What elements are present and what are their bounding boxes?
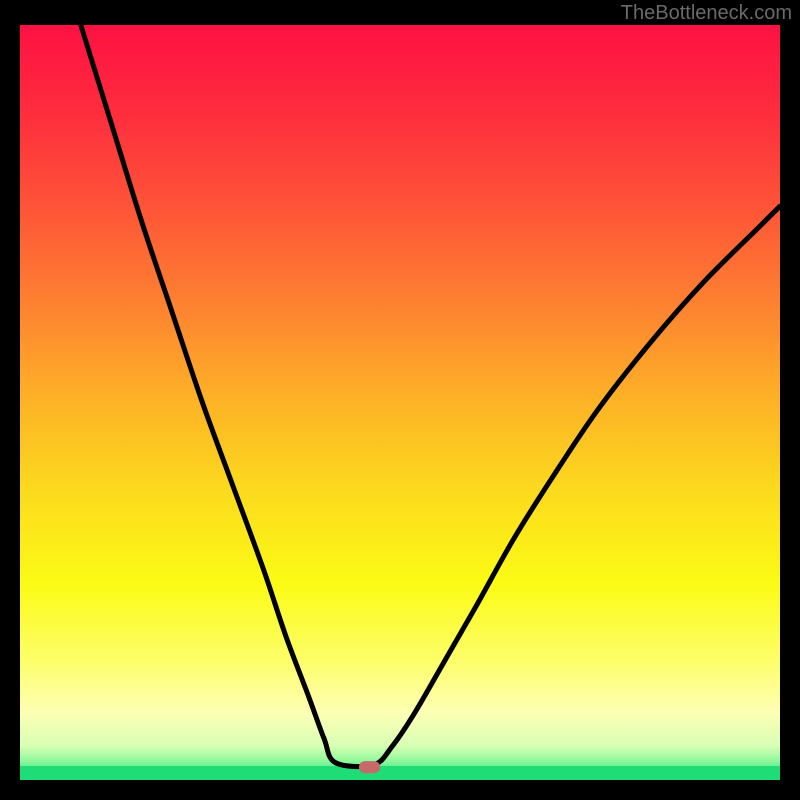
optimum-marker (359, 761, 380, 773)
plot-background (20, 25, 780, 780)
chart-svg (0, 0, 800, 800)
bottleneck-chart: TheBottleneck.com (0, 0, 800, 800)
bottom-band (20, 766, 780, 780)
